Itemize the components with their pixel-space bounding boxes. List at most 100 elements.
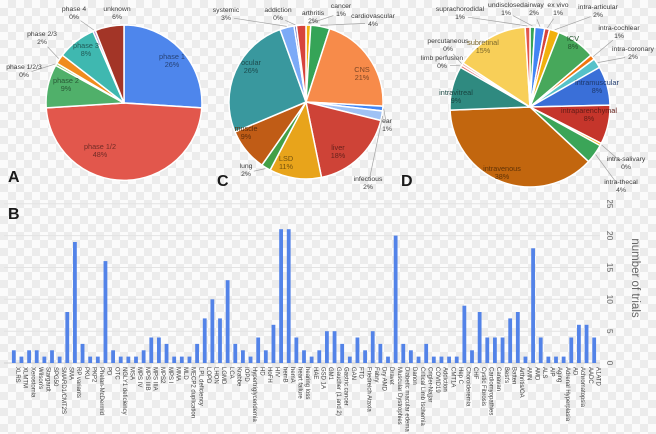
bar-covid19 xyxy=(431,356,436,363)
bar-label-batten: Batten xyxy=(510,367,516,384)
pie-D-label-subretinal: subretinal 15% xyxy=(467,38,499,55)
bar-label-phelan-mcdermid: Phelan-McDermid xyxy=(98,367,104,415)
y-tick-25: 25 xyxy=(605,200,615,209)
pie-D-label-intra-coronary: intra-coronary 2% xyxy=(612,46,655,61)
bar-label-smard1-cmt2s: SMARD1/CMT2S xyxy=(60,367,66,414)
pie-D-label-intramuscular: intramuscular 8% xyxy=(575,78,619,95)
pie-A-label-unknown: unknown 6% xyxy=(103,6,130,21)
pie-D-leader-airway xyxy=(536,19,541,27)
bar-label-mma: MMA xyxy=(174,367,180,381)
bar-label-pkp2: PKP2 xyxy=(90,367,96,383)
pie-C-leader-addiction xyxy=(285,19,296,26)
pie-charts-figure: phase 1 26% phase 1/2 48% phase 2 9% phase 1/2… xyxy=(6,2,655,194)
pie-D-label-airway: airway 2% xyxy=(524,2,544,17)
bar-label-gan: GAN xyxy=(350,367,356,380)
bar-label-aging: Aging xyxy=(556,367,562,382)
y-tick-20: 20 xyxy=(605,231,615,241)
y-tick-0: 0 xyxy=(605,361,615,366)
bar-label-mps-iiia: MPS IIIA xyxy=(151,367,157,391)
pie-D-leader-limb-perfusion xyxy=(449,64,461,67)
pie-A-label-phase-3: phase 3 8% xyxy=(73,41,99,58)
pie-A-slice-unknown xyxy=(94,24,125,104)
bar-label-critical-limb-ischemia: Critical Limb Ischemia xyxy=(419,367,425,426)
bar-label-covid19: COVID19 xyxy=(434,367,440,393)
bar-label-addiction: Addiction xyxy=(442,367,448,392)
bar-label-xerostomia: Xerostomia xyxy=(29,367,35,398)
bar-fabry xyxy=(370,331,375,364)
bar-label-amd: AMD xyxy=(533,367,539,381)
bar-label-cmt1a: CMT1A xyxy=(449,367,455,387)
bar-label-mps-i: MPS I xyxy=(167,367,173,384)
pie-D-leader-suprachorodidal xyxy=(467,16,528,27)
bar-label-dravet: Dravet xyxy=(388,367,394,385)
pie-A-label-phase-2: phase 2 9% xyxy=(53,76,79,93)
bar-label-lpl-deficiency: LPL deficiency xyxy=(197,367,203,406)
bar-mld xyxy=(179,356,184,363)
bar-hemb xyxy=(279,229,283,363)
bar-label-rp-variants: RP variants xyxy=(75,367,81,398)
pie-D-leader-intra-coronary xyxy=(597,57,626,63)
pie-A-leader-phase-1-2-3 xyxy=(31,63,56,72)
pie-A-label-phase-4: phase 4 0% xyxy=(62,6,86,21)
bar-label-chf: CHF xyxy=(472,367,478,380)
bar-label-heart-failure: heart failure xyxy=(297,367,303,399)
bar-label-cystic-fibrosis: Cystic Fibrosis xyxy=(480,367,486,406)
pie-C-label-infectious: infectious 2% xyxy=(354,176,383,191)
panel-label-c: C xyxy=(217,173,229,190)
pie-D-label-intravitreal: intravitreal 9% xyxy=(439,88,473,105)
bar-label-spg50: SPG50 xyxy=(52,367,58,387)
bar-crigler-najjar xyxy=(424,343,429,363)
bar-lca xyxy=(225,280,230,363)
pie-C-label-systemic: systemic 3% xyxy=(213,7,240,22)
pie-D-leader-intra-thecal xyxy=(595,154,617,183)
pie-C-label-cns: CNS 21% xyxy=(354,65,370,82)
bar-lhon xyxy=(210,299,215,363)
bar-cmt1a xyxy=(447,356,451,363)
pie-A-label-phase-1: phase 1 26% xyxy=(159,52,185,69)
bar-label-best-s: Best's xyxy=(503,367,509,383)
bar-wilson-s xyxy=(34,350,39,363)
bar-xlrs xyxy=(11,350,16,363)
pie-D-label-intravenous: intravenous 38% xyxy=(483,164,521,181)
bar-label-crigler-najjar: Crigler-Najjar xyxy=(426,367,432,402)
bar-mps-iiib xyxy=(141,350,146,363)
pie-D-label-suprachorodidal: suprachorodidal 1% xyxy=(436,6,485,21)
pie-C-leader-ear xyxy=(383,108,387,121)
pie-C-label-ocular: ocular 26% xyxy=(241,58,261,75)
bar-mps2 xyxy=(157,337,161,363)
bar-label-hae: HAE xyxy=(312,367,318,379)
bar-cardiomyopathies xyxy=(485,337,490,363)
bar-ad xyxy=(569,337,574,363)
bar-dry-amd xyxy=(378,343,383,363)
bar-label-pku: PKU xyxy=(83,367,89,379)
bar-label-mps-iv: MPS IV xyxy=(136,367,142,387)
pie-C-leader-lung xyxy=(253,168,266,172)
bar-label-mps-iiib: MPS IIIB xyxy=(144,367,150,391)
bar-best-s xyxy=(500,337,505,363)
bar-label-hiv: HIV xyxy=(274,367,280,377)
pie-A-label-phase-2-3: phase 2/3 2% xyxy=(27,31,57,46)
bar-label-gastric-cancer: Gastric cancer xyxy=(342,367,348,406)
bar-als xyxy=(538,337,543,363)
bar-pkp2 xyxy=(88,356,93,363)
bar-label-mps2: MPS2 xyxy=(159,367,165,384)
bar-rp-variants xyxy=(73,242,77,363)
pie-A-label-phase-1-2: phase 1/2 48% xyxy=(84,142,116,159)
bar-gm1 xyxy=(325,331,329,364)
bar-hofh xyxy=(263,350,268,363)
panel-label-a: A xyxy=(8,169,20,186)
pie-C-label-liver: liver 18% xyxy=(331,143,346,160)
y-axis-title: number of trials xyxy=(629,238,641,318)
bar-label-ngly1-deficiency: NGLY1 deficiency xyxy=(121,367,127,415)
pie-D-leader-ex-vivo xyxy=(547,18,554,29)
pie-C-label-lsd: LSD 11% xyxy=(279,154,294,171)
bar-hearing-loss xyxy=(302,350,306,363)
bar-label-arthritis-oa: Arthritis/OA xyxy=(518,367,524,398)
bar-pd xyxy=(103,261,108,363)
pie-D-label-percutaneous: percutaneous 0% xyxy=(427,38,469,53)
pie-D-label-intra-salivary: intra-salivary 0% xyxy=(607,156,646,171)
bar-dravet xyxy=(386,356,390,363)
bar-batten xyxy=(508,318,513,363)
pie-D-label-ex-vivo: ex vivo 1% xyxy=(547,2,568,17)
pie-D-leader-undisclosed xyxy=(512,15,533,27)
